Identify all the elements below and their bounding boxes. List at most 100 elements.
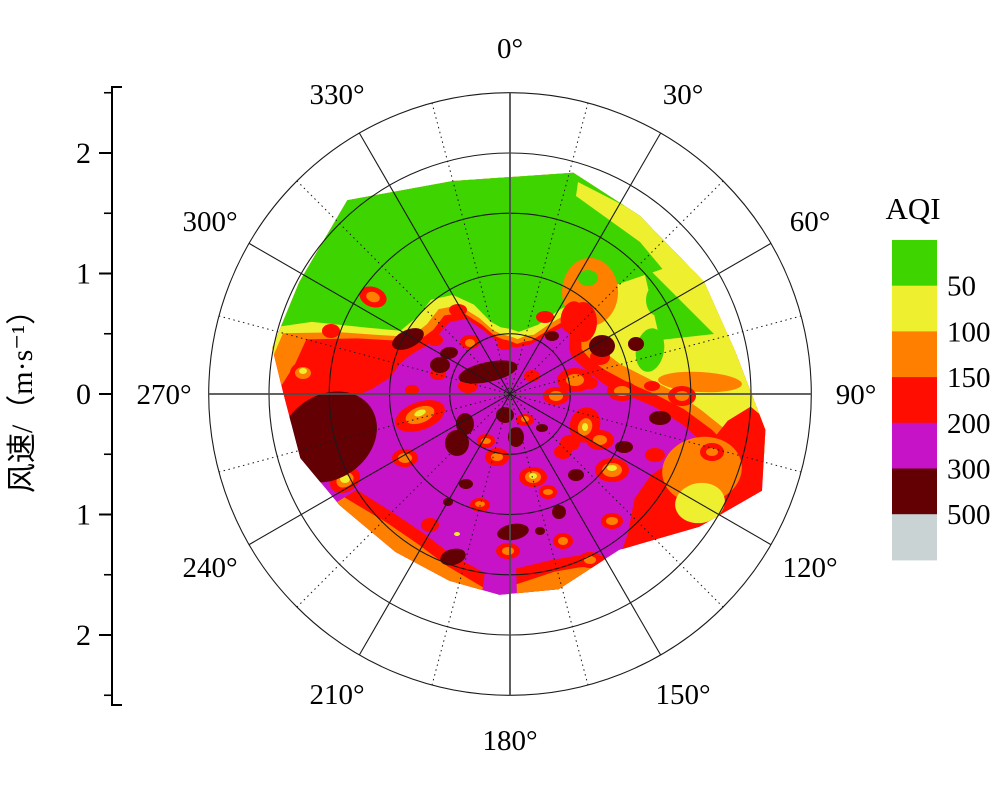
grid-spoke-330 — [358, 132, 511, 395]
orange-core — [606, 517, 618, 525]
darkred-blob — [456, 413, 474, 435]
darkred-blob — [536, 424, 548, 432]
grid-spoke-150 — [509, 393, 662, 656]
orange-core — [584, 556, 596, 564]
colorbar-segment-200-300 — [892, 422, 937, 469]
axes-layer: 0° 30° 60° 90° 120° 150° 180° 210° 240° 270° 300° 3… — [76, 33, 991, 757]
darkred-blob — [649, 411, 671, 425]
orange-core — [706, 448, 718, 456]
radial-tick-label: 1 — [76, 499, 91, 532]
grid-spoke-60 — [509, 242, 772, 395]
angular-tick-label-330: 330° — [309, 79, 364, 111]
yellow-dot — [529, 473, 537, 479]
darkred-blob — [589, 335, 615, 357]
colorbar-label-200: 200 — [947, 408, 991, 440]
darkred-blob — [279, 391, 377, 483]
colorbar-segment-100-150 — [892, 331, 937, 378]
red-blob — [378, 360, 392, 370]
darkred-blob — [497, 523, 529, 541]
colorbar-segment->500 — [892, 514, 937, 561]
red-blob — [569, 302, 597, 342]
red-blob — [645, 448, 665, 462]
angular-tick-label-270: 270° — [136, 379, 191, 411]
grid-spoke-120 — [509, 393, 772, 546]
angular-tick-label-180: 180° — [482, 725, 537, 757]
grid-spoke-240 — [248, 393, 511, 546]
darkred-blob — [430, 357, 450, 373]
orange-core — [502, 547, 514, 555]
green-patch — [578, 270, 598, 286]
colorbar-label-100: 100 — [947, 316, 991, 348]
darkred-blob — [568, 469, 584, 481]
darkred-blob — [440, 548, 466, 566]
orange-core — [543, 489, 553, 495]
angular-tick-label-210: 210° — [309, 679, 364, 711]
grid-spoke-minor-315 — [296, 180, 511, 395]
red-blob — [405, 385, 419, 395]
grid-spoke-minor-345 — [431, 102, 511, 395]
radial-tick-label: 1 — [76, 258, 91, 291]
red-blob — [497, 340, 513, 350]
red-blob — [449, 304, 467, 316]
colorbar-label-50: 50 — [947, 271, 976, 303]
colorbar-title: AQI — [885, 191, 940, 226]
ne-green-wedge — [642, 262, 714, 340]
grid-spoke-minor-285 — [218, 315, 511, 395]
grid-spoke-minor-255 — [218, 393, 511, 473]
polar-grid-layer — [208, 92, 812, 696]
angular-tick-label-0: 0° — [497, 33, 523, 65]
grid-spoke-minor-225 — [296, 393, 511, 608]
angular-tick-label-240: 240° — [182, 552, 237, 584]
grid-spoke-30 — [509, 132, 662, 395]
grid-spoke-minor-45 — [509, 180, 724, 395]
grid-spoke-210 — [358, 393, 511, 656]
radial-axis-line — [111, 86, 122, 706]
colorbar-segment-150-200 — [892, 377, 937, 424]
red-blob — [560, 435, 580, 451]
radial-tick-label: 0 — [76, 378, 91, 411]
angular-tick-label-300: 300° — [182, 206, 237, 238]
darkred-blob — [535, 527, 545, 535]
grid-spoke-minor-135 — [509, 393, 724, 608]
grid-spoke-minor-15 — [509, 102, 589, 395]
angular-tick-label-30: 30° — [663, 79, 704, 111]
darkred-blob — [459, 479, 473, 489]
grid-spoke-minor-195 — [431, 393, 511, 686]
orange-core — [398, 453, 412, 463]
orange-core — [549, 391, 563, 401]
orange-core — [558, 537, 568, 545]
south-fringe-orange — [516, 566, 649, 596]
red-blob — [427, 334, 443, 346]
angular-tick-label-60: 60° — [790, 206, 831, 238]
yellow-dot — [607, 465, 617, 471]
yellow-dot — [582, 423, 588, 431]
darkred-blob — [628, 337, 644, 351]
red-blob — [644, 381, 660, 391]
red-blob — [322, 324, 340, 338]
darkred-blob — [445, 430, 469, 456]
grid-spoke-minor-165 — [509, 393, 589, 686]
orange-core — [675, 391, 689, 401]
darkred-blob — [545, 331, 559, 341]
radial-axis-title: 风速/（m·s⁻¹） — [6, 295, 39, 493]
yellow-dot — [414, 409, 426, 417]
darkred-blob — [508, 427, 524, 447]
darkred-blob — [496, 407, 514, 423]
radial-tick-label: 2 — [76, 619, 91, 652]
orange-core — [491, 453, 503, 461]
angular-tick-label-120: 120° — [782, 552, 837, 584]
colorbar-label-150: 150 — [947, 362, 991, 394]
angular-tick-label-90: 90° — [836, 379, 877, 411]
colorbar-label-500: 500 — [947, 499, 991, 531]
red-blob — [421, 518, 439, 532]
green-patch — [646, 284, 670, 316]
grid-spoke-300 — [248, 242, 511, 395]
radial-tick-label: 2 — [76, 137, 91, 170]
colorbar-segment-50-100 — [892, 285, 937, 332]
yellow-dot — [340, 475, 350, 483]
colorbar-segment-300-500 — [892, 468, 937, 515]
orange-core — [366, 291, 380, 303]
colorbar-label-300: 300 — [947, 454, 991, 486]
green-patch — [635, 328, 665, 372]
darkred-blob — [342, 402, 352, 410]
